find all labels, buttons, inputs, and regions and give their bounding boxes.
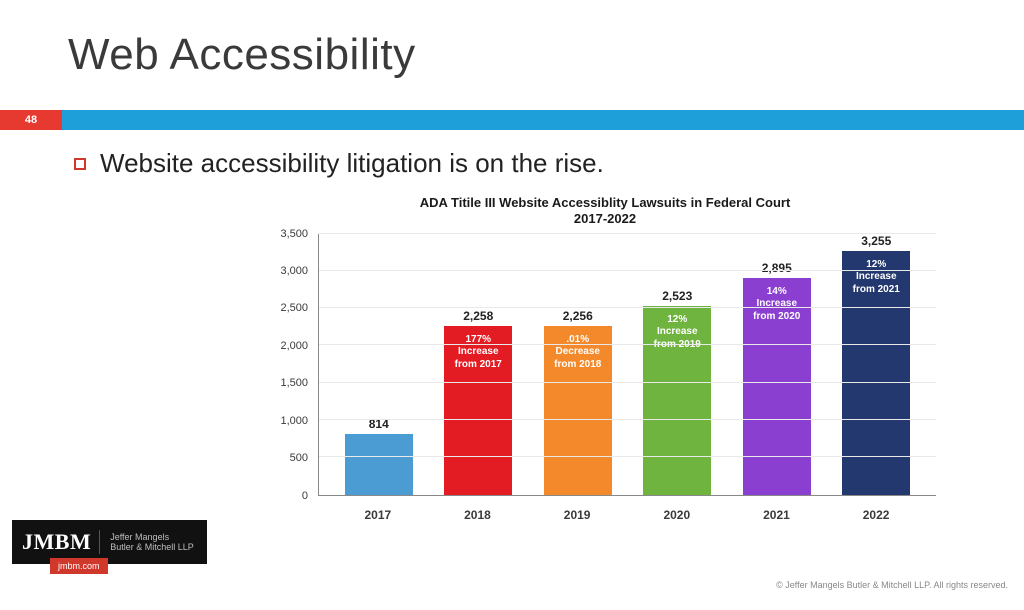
chart-gridline: [319, 344, 936, 345]
chart-bar-inner-label: .01% Decrease from 2018: [544, 326, 612, 372]
chart-bar-inner-label: 14% Increase from 2020: [743, 278, 811, 324]
chart-title-line2: 2017-2022: [574, 211, 636, 226]
chart-gridline: [319, 382, 936, 383]
chart-bar: 12% Increase from 2019: [643, 306, 711, 495]
chart-gridline: [319, 270, 936, 271]
logo-initials: JMBM: [12, 529, 91, 555]
chart-ytick: 2,000: [280, 340, 308, 352]
chart-ytick: 1,000: [280, 415, 308, 427]
chart-xtick: 2018: [443, 502, 511, 524]
chart-title: ADA Titile III Website Accessiblity Laws…: [270, 195, 940, 228]
chart-ytick: 3,000: [280, 265, 308, 277]
bullet-row: Website accessibility litigation is on t…: [74, 148, 604, 179]
chart-bar-value: 3,255: [861, 234, 891, 248]
chart-ytick: 3,500: [280, 228, 308, 240]
chart: ADA Titile III Website Accessiblity Laws…: [270, 195, 940, 535]
chart-bar-col: 2,258 177% Increase from 2017: [444, 309, 512, 495]
chart-bar-value: 2,256: [563, 309, 593, 323]
logo: JMBM Jeffer Mangels Butler & Mitchell LL…: [12, 520, 207, 574]
chart-ytick: 1,500: [280, 377, 308, 389]
header-stripe: 48: [0, 110, 1024, 130]
chart-bar-inner-label: 12% Increase from 2021: [842, 251, 910, 297]
logo-url: jmbm.com: [50, 558, 108, 574]
chart-bar: 177% Increase from 2017: [444, 326, 512, 495]
bullet-text: Website accessibility litigation is on t…: [100, 148, 604, 179]
logo-firm-line2: Butler & Mitchell LLP: [110, 542, 194, 552]
chart-bar-value: 2,523: [662, 289, 692, 303]
logo-firm-line1: Jeffer Mangels: [110, 532, 194, 542]
chart-ytick: 0: [302, 490, 308, 502]
chart-bar: [345, 434, 413, 495]
chart-xtick: 2022: [842, 502, 910, 524]
chart-bar: .01% Decrease from 2018: [544, 326, 612, 495]
chart-title-line1: ADA Titile III Website Accessiblity Laws…: [420, 195, 791, 210]
logo-firm: Jeffer Mangels Butler & Mitchell LLP: [99, 530, 194, 555]
logo-black: JMBM Jeffer Mangels Butler & Mitchell LL…: [12, 520, 207, 564]
chart-bar-col: 2,523 12% Increase from 2019: [643, 289, 711, 495]
chart-xtick: 2020: [643, 502, 711, 524]
page-number-badge: 48: [0, 110, 62, 130]
chart-gridline: [319, 233, 936, 234]
chart-bar-value: 2,258: [463, 309, 493, 323]
bullet-icon: [74, 158, 86, 170]
chart-bar: 14% Increase from 2020: [743, 278, 811, 495]
chart-xtick: 2019: [543, 502, 611, 524]
chart-plot: 3,5003,0002,5002,0001,5001,0005000 8142,…: [270, 234, 940, 524]
copyright: © Jeffer Mangels Butler & Mitchell LLP. …: [776, 580, 1008, 590]
chart-xtick: 2021: [742, 502, 810, 524]
chart-bar-inner-label: 177% Increase from 2017: [444, 326, 512, 372]
chart-ytick: 2,500: [280, 302, 308, 314]
chart-bar-col: 2,256 .01% Decrease from 2018: [544, 309, 612, 495]
chart-yaxis: 3,5003,0002,5002,0001,5001,0005000: [270, 234, 314, 496]
chart-gridline: [319, 307, 936, 308]
chart-gridline: [319, 456, 936, 457]
chart-plotarea: 8142,258177% Increase from 20172,256.01%…: [318, 234, 936, 496]
chart-xaxis: 2017 2018 2019 2020 2021 2022: [318, 502, 936, 524]
chart-xtick: 2017: [344, 502, 412, 524]
chart-bar-col: 2,895 14% Increase from 2020: [743, 261, 811, 495]
stripe-blue: [62, 110, 1024, 130]
chart-gridline: [319, 419, 936, 420]
chart-bar-value: 2,895: [762, 261, 792, 275]
page-title: Web Accessibility: [68, 30, 416, 80]
chart-ytick: 500: [290, 452, 308, 464]
chart-bar: 12% Increase from 2021: [842, 251, 910, 495]
